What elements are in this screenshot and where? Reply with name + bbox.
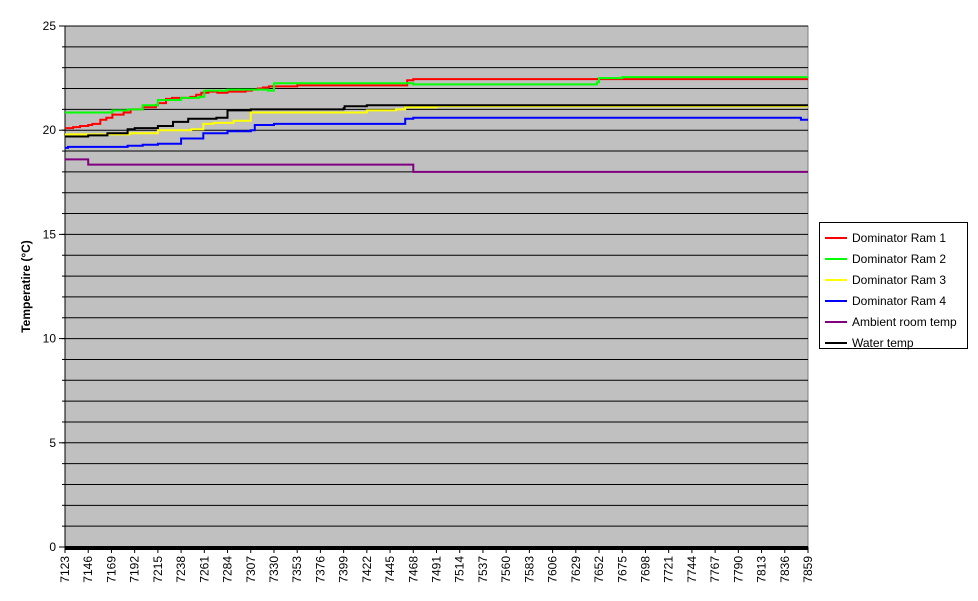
series-line-2 [65,76,808,114]
x-tick-label: 7583 [522,556,536,583]
plot-area [64,25,809,548]
legend-label: Dominator Ram 1 [852,230,947,245]
x-tick-label: 7238 [174,556,188,583]
x-tick-label: 7353 [290,556,304,583]
x-tick-label: 7790 [731,556,745,583]
y-tick-label: 0 [49,540,56,554]
legend-label: Dominator Ram 4 [852,293,947,308]
x-tick-label: 7606 [546,556,560,583]
x-tick-label: 7445 [383,556,397,583]
x-tick-label: 7767 [708,556,722,583]
x-tick-label: 7813 [755,556,769,583]
x-tick-label: 7560 [499,556,513,583]
x-tick-label: 7284 [221,556,235,583]
series-line-6 [65,104,808,138]
legend-entry: Dominator Ram 4 [820,290,967,311]
x-tick-label: 7146 [81,556,95,583]
x-tick-label: 7859 [801,556,815,583]
x-tick-label: 7307 [244,556,258,583]
legend-swatch [825,257,847,260]
x-tick-label: 7399 [337,556,351,583]
x-tick-label: 7675 [615,556,629,583]
y-tick-label: 10 [43,332,57,346]
x-tick-label: 7537 [476,556,490,583]
legend-swatch [825,299,847,302]
grid-lines [65,25,808,527]
x-tick-label: 7123 [58,556,72,583]
x-tick-label: 7169 [104,556,118,583]
x-tick-label: 7652 [592,556,606,583]
x-axis: 7123 7146 7169 7192 7215 7238 7261 7284 7307 7330… [58,546,815,583]
legend-entry: Dominator Ram 2 [820,248,967,269]
legend-entry: Ambient room temp [820,311,967,332]
legend-label: Dominator Ram 3 [852,272,947,287]
x-tick-label: 7192 [128,556,142,583]
series-line-3 [65,105,808,136]
x-tick-label: 7215 [151,556,165,583]
legend-entry: Dominator Ram 1 [820,227,967,248]
x-tick-label: 7721 [662,556,676,583]
x-tick-label: 7330 [267,556,281,583]
x-tick-label: 7698 [638,556,652,583]
legend-label: Dominator Ram 2 [852,251,947,266]
legend-swatch [825,236,847,239]
legend-label: Ambient room temp [852,314,957,329]
legend-swatch [825,341,847,344]
x-tick-label: 7376 [313,556,327,583]
legend-swatch [825,278,847,281]
legend-entry: Water temp [820,332,967,353]
x-tick-label: 7422 [360,556,374,583]
x-tick-label: 7468 [406,556,420,583]
legend-swatch [825,320,847,323]
legend-label: Water temp [852,335,914,350]
series-line-4 [65,116,808,149]
legend: Dominator Ram 1 Dominator Ram 2 Dominator … [819,222,968,350]
y-tick-label: 5 [49,436,56,450]
x-tick-label: 7836 [778,556,792,583]
y-axis: 0 5 10 15 20 25 [43,19,66,554]
x-tick-label: 7629 [569,556,583,583]
x-tick-label: 7261 [197,556,211,583]
x-tick-label: 7514 [453,556,467,583]
series-lines [65,76,808,173]
x-tick-label: 7744 [685,556,699,583]
series-line-5 [65,158,808,173]
y-tick-label: 15 [43,227,57,241]
y-axis-title: Temperatire (°C) [19,240,33,333]
x-tick-label: 7491 [430,556,444,583]
y-tick-label: 20 [43,123,57,137]
y-tick-label: 25 [43,19,57,33]
legend-entry: Dominator Ram 3 [820,269,967,290]
